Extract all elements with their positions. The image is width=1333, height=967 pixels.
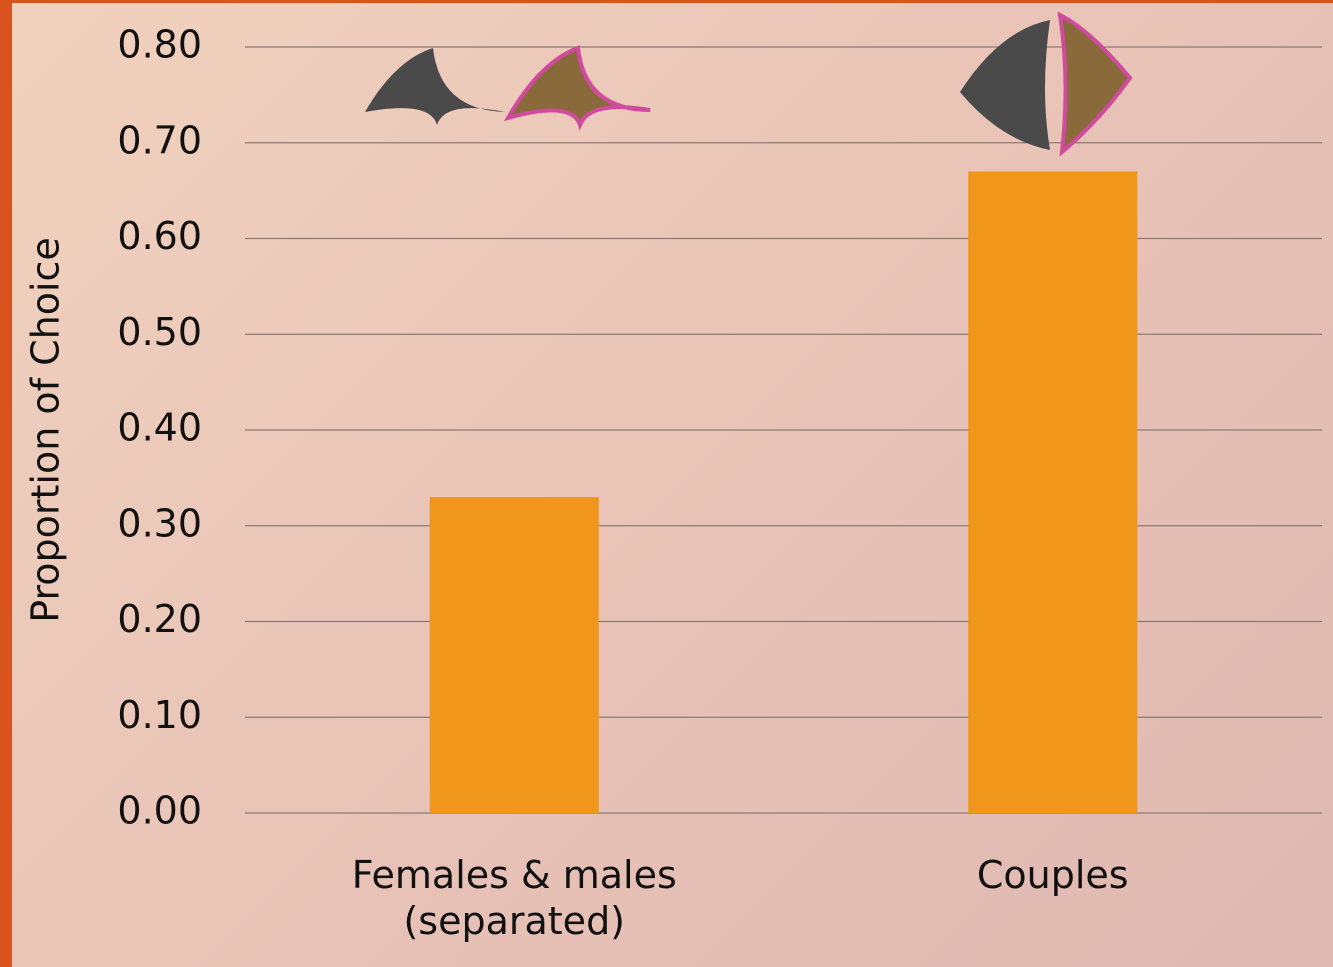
- x-tick-label: Females & males (separated): [351, 853, 677, 943]
- y-tick-label: 0.50: [117, 310, 202, 354]
- y-tick-label: 0.40: [117, 406, 202, 450]
- y-tick-label: 0.20: [117, 597, 202, 641]
- bar: [429, 497, 599, 813]
- bar: [968, 171, 1138, 814]
- moth-icon: [503, 45, 651, 131]
- y-tick-label: 0.10: [117, 693, 202, 737]
- moth-icons: [365, 11, 1133, 157]
- y-axis-label: Proportion of Choice: [24, 237, 68, 623]
- y-tick-label: 0.70: [117, 118, 202, 162]
- y-tick-label: 0.60: [117, 214, 202, 258]
- moth-icon: [1057, 11, 1133, 157]
- moth-icon: [365, 48, 505, 125]
- x-tick-label: Couples: [976, 853, 1129, 897]
- y-tick-label: 0.30: [117, 501, 202, 545]
- y-tick-label: 0.00: [117, 789, 202, 833]
- y-tick-label: 0.80: [117, 23, 202, 67]
- moth-icon: [960, 20, 1050, 150]
